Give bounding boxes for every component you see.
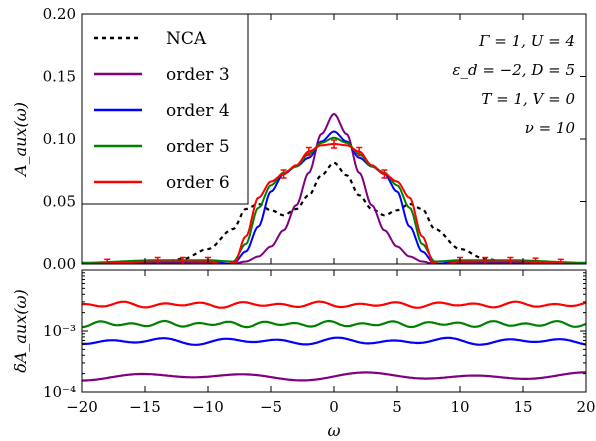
series-line-order-4 [82,130,586,264]
y-axis-label: A_aux(ω) [11,102,30,178]
legend: NCA order 3 order 4 order 5 order 6 [81,13,249,205]
x-axis-label: ω [327,421,340,440]
legend-entry-label: NCA [166,29,207,49]
legend-entry-label: order 4 [166,101,230,121]
delta-line-order-3 [82,371,586,382]
x-tick-label: 10 [450,398,469,416]
y-tick-label: 10⁻³ [43,322,76,340]
y-tick-label: 0.15 [43,68,76,86]
bottom-lines [82,300,586,382]
top-panel: 0.00 0.05 0.10 0.15 0.20 A_aux(ω) NCA order 3 or… [11,5,587,273]
legend-entry-label: order 3 [166,65,230,85]
parameter-annotation: T = 1, V = 0 [481,90,575,108]
x-tick-label: 20 [576,398,595,416]
legend-entry-label: order 5 [166,137,230,157]
y-tick-label: 10⁻⁴ [43,383,76,401]
y-tick-label: 0.05 [43,193,76,211]
x-tick-label: −5 [260,398,282,416]
x-tick-label: −15 [129,398,161,416]
delta-line-order-4 [82,336,586,346]
x-tick-label: −20 [66,398,98,416]
x-tick-label: 5 [392,398,402,416]
y-tick-label: 0.20 [43,5,76,23]
y-axis-label: δA_aux(ω) [11,289,30,373]
series-line-order-5 [82,136,586,264]
parameter-annotation: Γ = 1, U = 4 [478,32,575,50]
parameter-annotation: ν = 10 [525,119,576,137]
legend-entry-label: order 6 [166,173,230,193]
delta-line-order-6 [82,300,586,309]
x-tick-label: −10 [192,398,224,416]
y-tick-label: 0.00 [43,255,76,273]
y-tick-label: 0.10 [43,130,76,148]
parameter-annotation: ε_d = −2, D = 5 [452,61,575,79]
bottom-plot-area [82,270,586,392]
x-tick-label: 0 [329,398,339,416]
bottom-panel: 10⁻⁴ 10⁻³ −20 −15 −10 −5 0 5 10 15 20 ω δA_aux(ω) [11,269,596,440]
x-tick-label: 15 [513,398,532,416]
delta-line-order-5 [82,319,586,329]
